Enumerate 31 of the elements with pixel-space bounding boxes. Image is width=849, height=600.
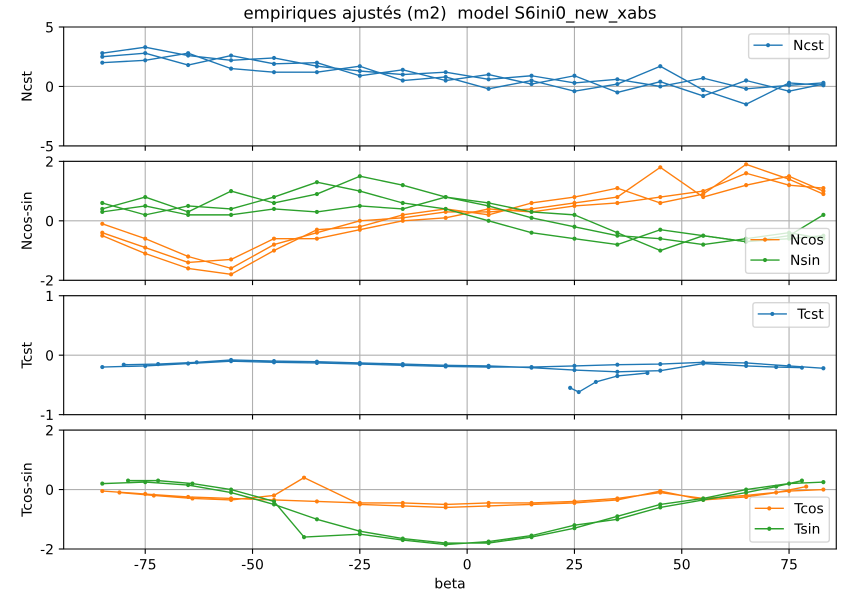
- x-axis-title: beta: [436, 578, 464, 588]
- y-tick-label: 1: [46, 290, 53, 302]
- legend-label: Tsin: [794, 523, 820, 534]
- y-axis-title: Ncst: [22, 71, 32, 100]
- y-tick-label: -5: [40, 141, 53, 152]
- y-tick-label: -2: [40, 275, 53, 286]
- y-tick-label: -1: [40, 410, 53, 420]
- y-axis-title: Tcos-sin: [21, 464, 32, 517]
- y-axis-title: Tcst: [22, 342, 32, 368]
- x-tick-label: -50: [242, 558, 263, 570]
- y-tick-label: 5: [46, 22, 53, 32]
- legend-label: Nsin: [791, 254, 820, 266]
- legend-label: Tcst: [797, 308, 824, 319]
- y-tick-label: 2: [46, 156, 53, 167]
- x-tick-label: -25: [349, 558, 370, 570]
- x-tick-label: 50: [674, 558, 690, 570]
- y-tick-label: 2: [46, 425, 53, 436]
- y-tick-label: 0: [46, 81, 54, 92]
- x-tick-label: -75: [134, 559, 156, 570]
- y-tick-label: 0: [46, 350, 54, 361]
- legend-label: Tcos: [794, 503, 824, 514]
- y-axis-title: Ncos-sin: [21, 192, 32, 249]
- y-tick-label: 0: [46, 484, 54, 496]
- y-tick-label: 0: [46, 216, 54, 226]
- x-tick-label: 75: [781, 559, 797, 570]
- x-tick-label: 0: [464, 558, 471, 570]
- legend-label: Ncos: [791, 234, 824, 245]
- chart-title: empiriques ajustés (m2) model S6ini0_new_xabs: [244, 5, 656, 23]
- y-tick-label: -2: [40, 544, 53, 554]
- legend-label: Ncst: [794, 40, 824, 50]
- x-tick-label: 25: [566, 558, 582, 570]
